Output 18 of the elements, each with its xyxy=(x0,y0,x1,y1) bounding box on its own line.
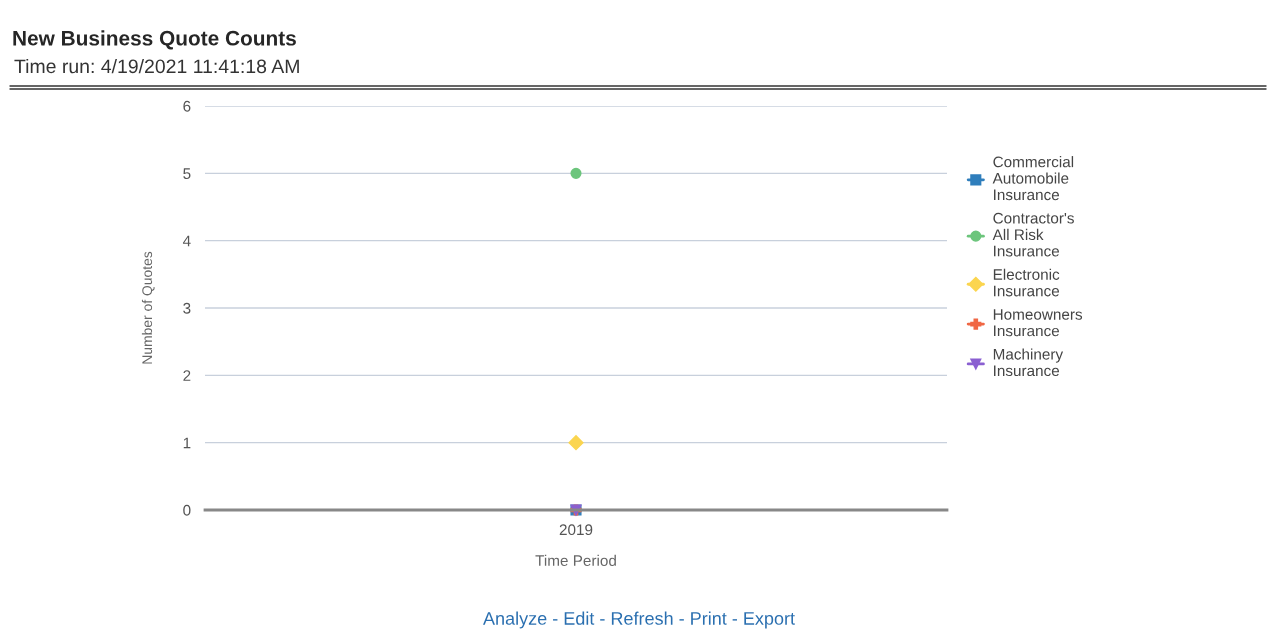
y-tick-label: 2 xyxy=(183,370,191,381)
legend-label: Electronic Insurance xyxy=(993,268,1060,297)
legend-label: Commercial Automobile Insurance xyxy=(992,156,1074,201)
y-tick-label: 4 xyxy=(182,235,191,247)
y-tick-label: 1 xyxy=(183,437,191,449)
text: Analyze - Edit - Refresh - Print - Export xyxy=(483,611,795,629)
legend-label: Homeowners Insurance xyxy=(993,309,1083,337)
y-tick-label: 0 xyxy=(183,504,191,516)
chart-subtitle: Time run: 4/19/2021 11:41:18 AM xyxy=(14,58,299,74)
y-tick-label: 3 xyxy=(183,302,191,314)
legend-label: Contractor's All Risk Insurance xyxy=(992,212,1074,257)
y-tick-label: 6 xyxy=(183,100,191,112)
chart-title: New Business Quote Counts xyxy=(13,30,296,50)
x-tick-label: 2019 xyxy=(559,524,593,536)
y-axis-title: Number of Quotes xyxy=(141,251,155,364)
legend-label: Machinery Insurance xyxy=(993,348,1064,377)
y-tick-label: 5 xyxy=(183,168,191,180)
x-axis-title: Time Period xyxy=(535,554,616,567)
